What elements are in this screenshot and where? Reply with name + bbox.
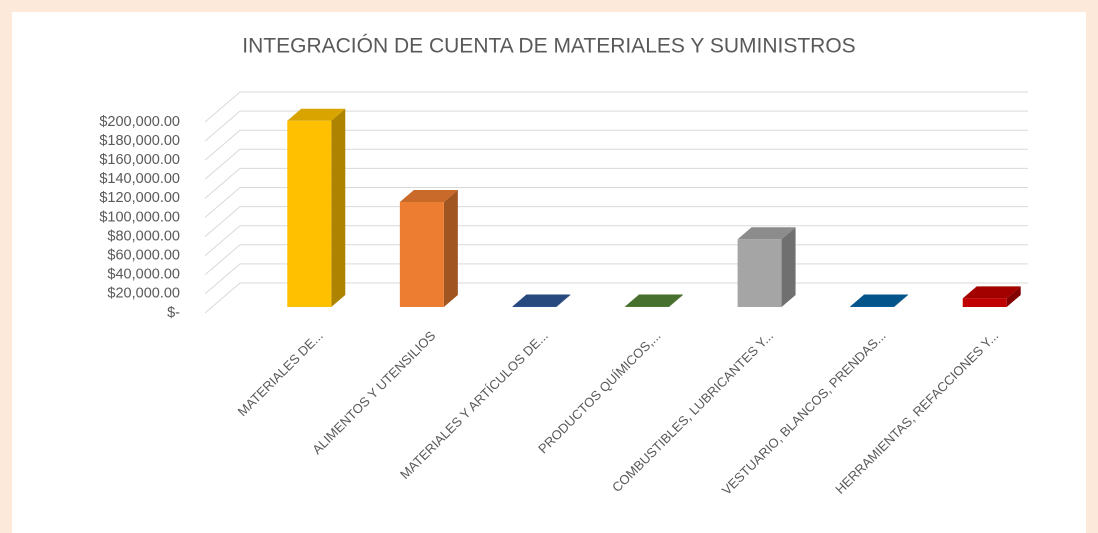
bar-side [669,294,683,307]
bar-front [962,298,1007,307]
y-tick-label: $60,000.00 [107,248,180,264]
bar [962,286,1021,307]
y-tick-label: $- [167,305,180,321]
bar-side [781,227,796,307]
y-tick-label: $40,000.00 [107,267,180,283]
bar-front [737,239,782,307]
bar-side [1006,286,1021,307]
y-tick-label: $100,000.00 [99,209,180,225]
y-tick-label: $120,000.00 [99,190,180,206]
y-tick-label: $180,000.00 [99,133,180,149]
bar [512,294,571,307]
bar-top [625,294,683,307]
grid-line [204,91,1028,123]
bar-side [894,294,909,307]
bar-side [331,108,346,308]
y-tick-label: $140,000.00 [99,171,180,187]
y-tick-label: $160,000.00 [99,152,180,168]
chart-title: INTEGRACIÓN DE CUENTA DE MATERIALES Y SU… [242,35,855,58]
bar [625,294,683,307]
bar [737,227,796,307]
y-tick-label: $200,000.00 [99,114,180,130]
bar-side [443,189,458,307]
bar-top [850,294,909,307]
grid-line [204,110,1028,142]
bar [287,108,346,308]
bar [399,189,458,307]
y-tick-label: $20,000.00 [107,286,180,302]
grid-line [204,206,1028,237]
bar-top [512,294,571,307]
grid-line [204,129,1028,161]
bar-side [556,294,571,307]
bar-front [399,201,444,307]
grid-line [204,167,1028,199]
grid-line [204,187,1028,218]
bar-top [287,108,346,121]
bar-top [399,189,458,202]
bar [850,294,909,307]
bar-top [737,227,796,240]
grid-line [204,225,1028,257]
bar-front [287,120,332,308]
y-tick-label: $80,000.00 [107,228,180,244]
bar-top [962,286,1021,299]
grid-line [204,148,1028,180]
chart-area [12,12,1086,533]
